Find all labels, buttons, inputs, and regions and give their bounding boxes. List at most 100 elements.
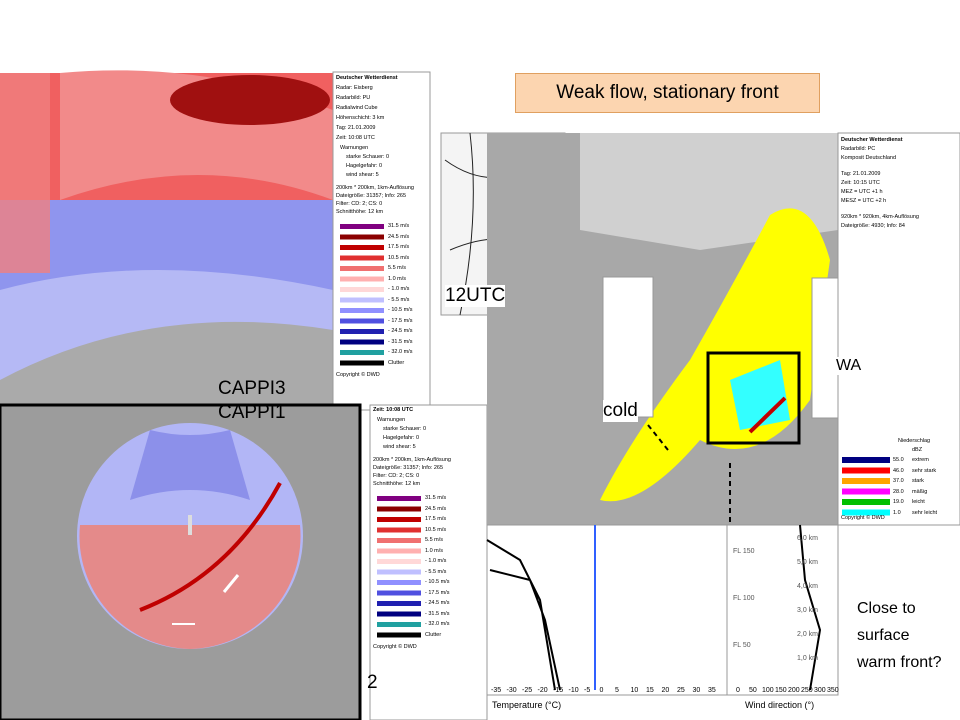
- legend-swatch: [340, 339, 384, 345]
- legend-text: - 5.5 m/s: [388, 296, 410, 303]
- height-label: 1,0 km: [797, 655, 819, 662]
- legend-text: Radar: Eisberg: [336, 85, 373, 91]
- legend-text: starke Schauer: 0: [383, 426, 427, 432]
- legend-text: Dateigröße: 31357; Info: 265: [373, 465, 444, 471]
- front-line: [139, 482, 282, 612]
- x-tick-label: -20: [537, 687, 548, 694]
- legend-text: 1.0 m/s: [425, 547, 444, 554]
- label: cold: [603, 400, 638, 422]
- legend-text: 17.5 m/s: [425, 516, 447, 522]
- x-tick-label: 10: [630, 687, 639, 694]
- legend-swatch: [377, 569, 421, 575]
- legend-text: 200km * 200km, 1km-Auflösung: [373, 457, 451, 463]
- label: 12UTC: [445, 285, 506, 307]
- legend-text: dBZ: [912, 447, 923, 453]
- title: Weak flow, stationary front: [556, 82, 779, 103]
- legend-text: stark: [912, 478, 924, 484]
- legend-text: Radarbild: PC: [841, 146, 876, 152]
- legend-swatch: [340, 308, 384, 313]
- legend-text: extrem: [912, 457, 929, 463]
- legend-text: 1.0 m/s: [388, 275, 407, 282]
- x-tick-label: 50: [749, 687, 757, 694]
- legend-text: 31.5 m/s: [425, 495, 447, 501]
- legend-text: 37.0: [893, 478, 904, 484]
- legend-text: Clutter: [388, 359, 405, 366]
- legend-text: Hagelgefahr: 0: [383, 435, 420, 441]
- legend-text: 46.0: [893, 467, 904, 474]
- question: Close to surface warm front?: [857, 600, 942, 671]
- legend-swatch: [377, 559, 421, 564]
- legend-text: Dateigröße: 4930; Info: 84: [841, 223, 905, 229]
- legend-text: 5.5 m/s: [425, 537, 444, 543]
- x-tick-label: 20: [661, 687, 670, 694]
- legend-text: MEZ = UTC +1 h: [841, 189, 883, 195]
- legend-text: - 31.5 m/s: [425, 610, 450, 617]
- legend-text: Copyright © DWD: [841, 515, 885, 521]
- x-tick-label: 0: [599, 687, 604, 694]
- flight-level: FL 50: [733, 642, 751, 649]
- legend-text: mäßig: [912, 488, 928, 495]
- axis-title: Wind direction (°): [745, 700, 815, 710]
- front-line: [748, 396, 787, 434]
- legend-text: sehr leicht: [912, 509, 938, 516]
- legend-swatch: [377, 538, 421, 543]
- legend-text: - 31.5 m/s: [388, 338, 413, 345]
- legend-text: Copyright © DWD: [336, 372, 380, 378]
- legend-swatch: [340, 276, 384, 282]
- legend-swatch: [377, 506, 421, 512]
- x-tick-label: 25: [677, 687, 685, 694]
- legend-text: Höhenschicht: 3 km: [336, 115, 385, 121]
- legend-text: - 24.5 m/s: [425, 600, 450, 606]
- legend-text: - 10.5 m/s: [388, 307, 413, 313]
- legend-text: 920km * 920km, 4km-Auflösung: [841, 214, 919, 220]
- legend-text: Niederschlag: [898, 438, 931, 444]
- legend-swatch: [340, 350, 384, 355]
- legend-swatch: [340, 255, 384, 261]
- legend-text: Tag: 21.01.2009: [336, 125, 376, 131]
- precip-echo: [730, 360, 790, 430]
- legend-text: 19.0: [893, 499, 904, 505]
- legend-text: - 1.0 m/s: [425, 558, 447, 564]
- legend-swatch: [340, 224, 384, 229]
- legend-swatch: [340, 360, 384, 366]
- legend-text: Warnungen: [377, 417, 406, 423]
- legend-swatch: [377, 622, 421, 627]
- legend-swatch: [377, 580, 421, 585]
- legend-text: Zeit: 10:08 UTC: [336, 135, 375, 141]
- legend-swatch: [377, 590, 421, 596]
- legend-swatch: [340, 266, 384, 271]
- x-tick-label: 250: [801, 687, 813, 694]
- legend-text: Zeit: 10:08 UTC: [373, 407, 414, 413]
- legend-text: - 32.0 m/s: [388, 349, 413, 355]
- legend-text: 1.0: [893, 509, 901, 516]
- label: CAPPI3: [218, 378, 286, 399]
- height-label: 3,0 km: [797, 607, 819, 614]
- legend-swatch: [842, 467, 890, 474]
- legend-text: - 17.5 m/s: [388, 317, 413, 324]
- sounding-plot: [486, 524, 728, 696]
- legend-text: Filter: CD: 2; CS: 0: [373, 473, 420, 479]
- legend-text: 10.5 m/s: [425, 526, 447, 533]
- arrow: [222, 574, 240, 593]
- legend-panel: [332, 71, 431, 411]
- radar-echo: [0, 73, 50, 273]
- x-tick-label: -25: [522, 687, 533, 694]
- axis-title: Temperature (°C): [492, 700, 562, 710]
- x-tick-label: 5: [615, 687, 619, 694]
- x-tick-label: 300: [814, 687, 826, 694]
- legend-text: Hagelgefahr: 0: [346, 163, 383, 169]
- legend-text: Schnitthöhe: 12 km: [373, 481, 421, 487]
- legend-text: - 24.5 m/s: [388, 328, 413, 334]
- x-tick-label: 100: [762, 687, 774, 694]
- x-tick-label: -35: [491, 687, 502, 694]
- legend-swatch: [842, 499, 890, 505]
- x-tick-label: 150: [775, 687, 787, 694]
- legend-swatch: [842, 488, 890, 495]
- legend-text: Dateigröße: 31357; Info: 265: [336, 193, 407, 199]
- legend-text: Copyright © DWD: [373, 644, 417, 650]
- legend-text: - 5.5 m/s: [425, 568, 447, 575]
- radar-echo: [170, 75, 330, 125]
- legend-text: Zeit: 10:15 UTC: [841, 180, 880, 186]
